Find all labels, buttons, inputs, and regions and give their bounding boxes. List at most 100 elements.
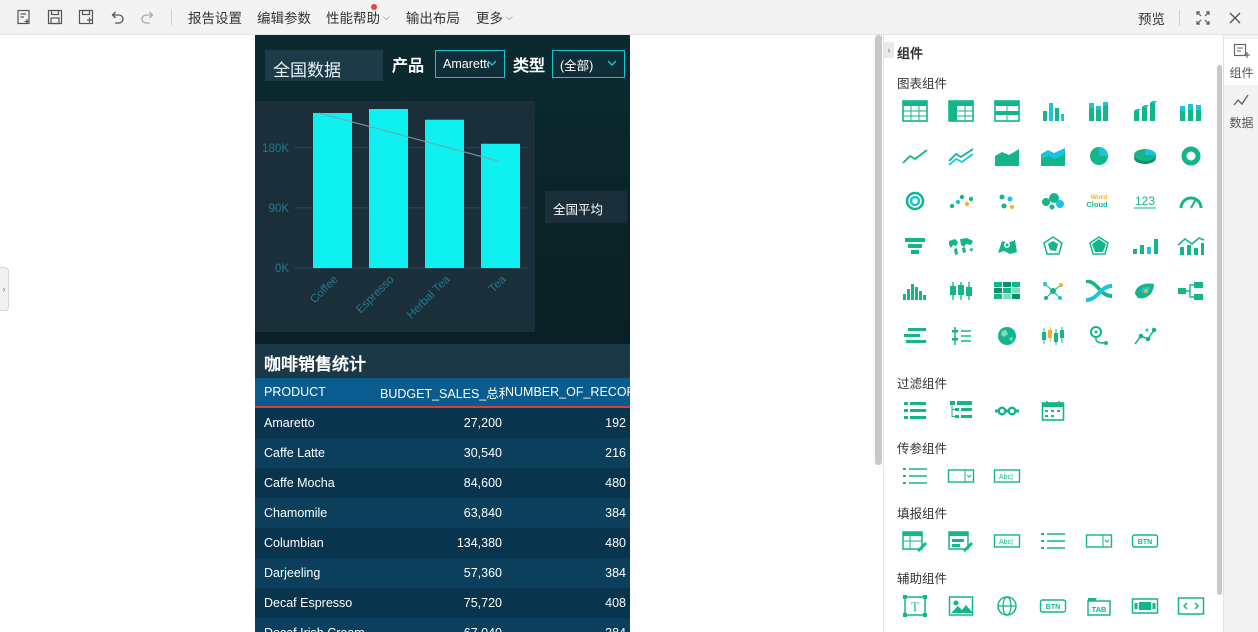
bar[interactable] (313, 113, 352, 268)
expand-left-icon[interactable]: › (0, 267, 9, 311)
fill-form-icon[interactable] (947, 529, 975, 553)
table-row[interactable]: Caffe Latte 30,540 216 (255, 438, 630, 468)
column-header[interactable]: BUDGET_SALES_总和 (380, 386, 505, 401)
bar-chart[interactable]: 0K 90K 180K Coffee Espresso Herbal Tea Tea (255, 101, 535, 332)
param-dropdown-icon[interactable] (947, 464, 975, 488)
heatmap-icon[interactable] (993, 279, 1021, 303)
tab-icon[interactable]: TAB (1085, 594, 1113, 618)
report-settings-menu[interactable]: 报告设置 (188, 7, 242, 27)
perf-help-menu[interactable]: 性能帮助 ⌵ (326, 4, 390, 27)
network-graph-icon[interactable] (1039, 279, 1067, 303)
route-map-icon[interactable] (1085, 324, 1113, 348)
table-row[interactable]: Amaretto 27,200 192 (255, 408, 630, 438)
param-textbox-icon[interactable]: Abc| (993, 464, 1021, 488)
fill-textbox-icon[interactable]: Abc| (993, 529, 1021, 553)
detail-table-icon[interactable] (993, 99, 1021, 123)
text-box-icon[interactable]: T (901, 594, 929, 618)
output-layout-menu[interactable]: 输出布局 (406, 7, 460, 27)
world-map-icon[interactable] (947, 234, 975, 258)
type-select[interactable]: (全部) (552, 50, 625, 78)
bar[interactable] (481, 143, 520, 268)
column-chart-icon[interactable] (1039, 99, 1067, 123)
fill-button-icon[interactable]: BTN (1131, 529, 1159, 553)
image-icon[interactable] (947, 594, 975, 618)
pivot-table-icon[interactable] (947, 99, 975, 123)
product-select[interactable]: Amaretto (435, 50, 505, 78)
fill-list-icon[interactable] (1039, 529, 1067, 553)
3d-pie-icon[interactable] (1131, 144, 1159, 168)
bar[interactable] (369, 109, 408, 269)
stacked-column-icon[interactable] (1085, 99, 1113, 123)
param-list-icon[interactable] (901, 464, 929, 488)
tree-chart-icon[interactable] (1177, 279, 1205, 303)
ring-chart-icon[interactable] (901, 189, 929, 213)
step-chart-icon[interactable] (1131, 234, 1159, 258)
close-icon[interactable] (1226, 9, 1244, 27)
3d-column-icon[interactable] (1131, 99, 1159, 123)
leaf-map-icon[interactable] (1131, 279, 1159, 303)
fill-table-icon[interactable] (901, 529, 929, 553)
bar[interactable] (425, 119, 464, 268)
combo-chart-icon[interactable] (1177, 234, 1205, 258)
table-row[interactable]: Chamomile 63,840 384 (255, 498, 630, 528)
table-row[interactable]: Darjeeling 57,360 384 (255, 558, 630, 588)
fullscreen-icon[interactable] (1194, 9, 1212, 27)
redo-icon[interactable] (139, 8, 157, 26)
map-pin-icon[interactable] (993, 234, 1021, 258)
radar-chart-icon[interactable] (1039, 234, 1067, 258)
calendar-filter-icon[interactable] (1039, 399, 1067, 423)
radar-area-icon[interactable] (1085, 234, 1113, 258)
column-header[interactable]: PRODUCT (264, 385, 326, 399)
donut-chart-icon[interactable] (1177, 144, 1205, 168)
dot-chart-icon[interactable] (993, 189, 1021, 213)
area-chart-icon[interactable] (993, 144, 1021, 168)
edit-params-menu[interactable]: 编辑参数 (257, 7, 311, 27)
parallel-coords-icon[interactable] (947, 324, 975, 348)
candlestick-icon[interactable] (1039, 324, 1067, 348)
list-filter-icon[interactable] (901, 399, 929, 423)
bubble-chart-icon[interactable] (1039, 189, 1067, 213)
table-row[interactable]: Decaf Espresso 75,720 408 (255, 588, 630, 618)
multi-line-chart-icon[interactable] (947, 144, 975, 168)
save-as-icon[interactable] (77, 8, 95, 26)
word-cloud-icon[interactable]: Word Cloud (1085, 189, 1113, 213)
globe-map-icon[interactable] (993, 324, 1021, 348)
new-report-icon[interactable] (15, 8, 33, 26)
sankey-icon[interactable] (1085, 279, 1113, 303)
collapse-panel-icon[interactable]: › (884, 42, 894, 58)
scatter-chart-icon[interactable] (947, 189, 975, 213)
canvas-scrollbar[interactable] (875, 35, 882, 465)
number-kpi-icon[interactable]: 123 (1131, 189, 1159, 213)
table-row[interactable]: Decaf Irish Cream67,040384 (255, 618, 630, 632)
y-tick-label: 90K (269, 203, 290, 215)
table-row[interactable]: Columbian 134,380 480 (255, 528, 630, 558)
iframe-embed-icon[interactable] (1177, 594, 1205, 618)
fill-dropdown-icon[interactable] (1085, 529, 1113, 553)
preview-button[interactable]: 预览 (1138, 11, 1165, 27)
table-icon[interactable] (901, 99, 929, 123)
boxplot-icon[interactable] (947, 279, 975, 303)
gauge-icon[interactable] (1177, 189, 1205, 213)
web-page-icon[interactable] (993, 594, 1021, 618)
tab-components[interactable]: 组件 (1224, 39, 1258, 85)
pie-chart-icon[interactable] (1085, 144, 1113, 168)
slider-filter-icon[interactable] (993, 399, 1021, 423)
button-icon[interactable]: BTN (1039, 594, 1067, 618)
design-canvas[interactable]: › 全国数据 产品 Amaretto 类型 (全部) 0K 90K 180K Coff… (0, 35, 878, 632)
stacked-area-icon[interactable] (1039, 144, 1067, 168)
bar-horizontal-icon[interactable] (901, 324, 929, 348)
3d-stacked-column-icon[interactable] (1177, 99, 1205, 123)
table-row[interactable]: Caffe Mocha 84,600 480 (255, 468, 630, 498)
panel-scrollbar[interactable] (1217, 65, 1222, 595)
carousel-icon[interactable] (1131, 594, 1159, 618)
column-header[interactable]: NUMBER_OF_RECORDS (505, 385, 630, 399)
tab-data[interactable]: 数据 (1224, 89, 1258, 135)
tree-filter-icon[interactable] (947, 399, 975, 423)
flow-map-icon[interactable] (1131, 324, 1159, 348)
more-menu[interactable]: 更多 ⌵ (476, 7, 513, 27)
funnel-chart-icon[interactable] (901, 234, 929, 258)
line-chart-icon[interactable] (901, 144, 929, 168)
histogram-icon[interactable] (901, 279, 929, 303)
undo-icon[interactable] (108, 8, 126, 26)
save-icon[interactable] (46, 8, 64, 26)
